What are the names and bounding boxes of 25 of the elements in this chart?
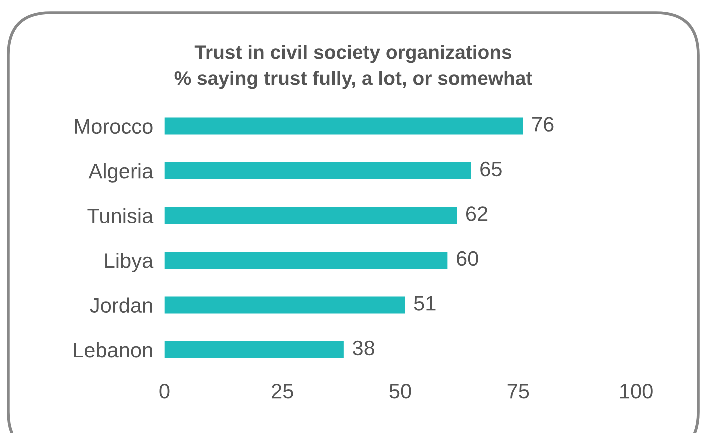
x-tick-label: 100 — [620, 384, 653, 399]
x-tick-label: 50 — [390, 384, 412, 399]
bar — [164, 252, 448, 270]
x-tick-label: 75 — [508, 384, 530, 399]
bar — [164, 162, 472, 180]
data-label: 60 — [457, 251, 478, 266]
bar — [164, 342, 344, 359]
chart-subtitle: % saying trust fully, a lot, or somewhat — [174, 71, 532, 90]
y-tick-label: Lebanon — [74, 342, 152, 358]
data-label: 51 — [414, 296, 436, 311]
bar — [164, 118, 524, 135]
y-tick-label: Algeria — [88, 163, 154, 183]
chart-title: Trust in civil society organizations — [194, 45, 512, 64]
bar — [164, 207, 458, 224]
y-tick-label: Morocco — [75, 120, 153, 134]
y-tick-label: Libya — [106, 252, 154, 272]
data-label: 65 — [480, 162, 502, 177]
y-tick-label: Tunisia — [88, 208, 154, 224]
x-tick-label: 25 — [272, 384, 294, 399]
data-label: 76 — [532, 117, 554, 132]
bar — [164, 296, 406, 314]
x-tick-label: 0 — [160, 384, 170, 399]
y-tick-label: Jordan — [90, 298, 152, 314]
data-label: 62 — [466, 206, 488, 222]
data-label: 38 — [353, 340, 375, 356]
